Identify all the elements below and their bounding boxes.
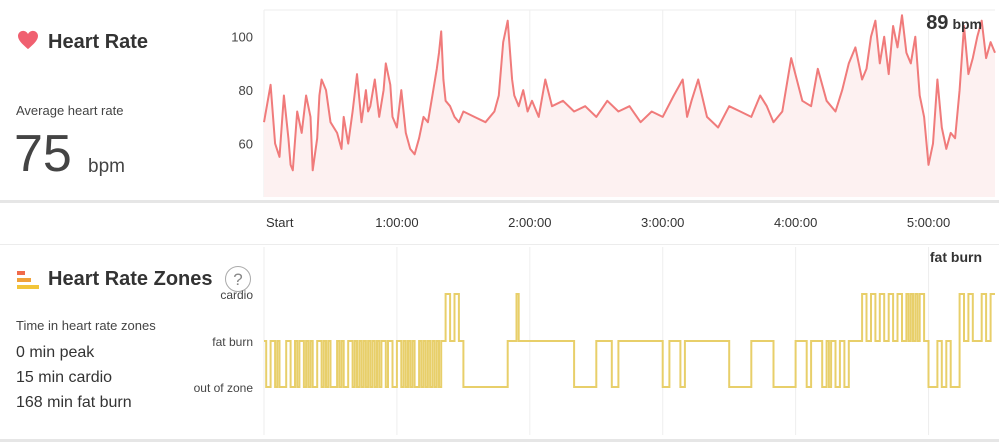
zone-stat-fat-burn: 168 min fat burn xyxy=(16,394,132,411)
current-heart-rate-value: 89 xyxy=(926,12,949,34)
help-icon[interactable]: ? xyxy=(225,266,251,292)
x-tick-label-1: 1:00:00 xyxy=(375,215,418,230)
heart-rate-zone-line xyxy=(264,293,995,388)
average-heart-rate-unit: bpm xyxy=(88,156,125,177)
zones-bars-icon xyxy=(17,271,39,289)
x-tick-label-2: 2:00:00 xyxy=(508,215,551,230)
y-tick-label-2: 100 xyxy=(231,30,253,45)
zones-subtitle: Time in heart rate zones xyxy=(16,318,156,333)
heart-rate-zones-chart: out of zone fat burn cardio xyxy=(194,247,995,435)
average-heart-rate-label: Average heart rate xyxy=(16,103,124,118)
heart-rate-chart: 60 80 100 xyxy=(231,9,996,197)
zone-level-label-2: cardio xyxy=(220,288,253,302)
heart-rate-panel: Heart Rate Average heart rate 75 bpm 60 8… xyxy=(0,0,999,203)
heart-rate-summary: Heart Rate Average heart rate 75 bpm xyxy=(0,0,264,200)
heart-rate-line xyxy=(263,14,996,172)
x-tick-label-4: 4:00:00 xyxy=(774,215,817,230)
heart-icon xyxy=(18,30,38,50)
heart-rate-area xyxy=(264,15,995,197)
y-tick-label-0: 60 xyxy=(239,137,253,152)
x-tick-label-5: 5:00:00 xyxy=(907,215,950,230)
heart-rate-title: Heart Rate xyxy=(48,31,149,53)
zone-stat-cardio: 15 min cardio xyxy=(16,369,113,386)
zone-level-label-1: fat burn xyxy=(212,335,253,349)
time-axis: Start 1:00:00 2:00:00 3:00:00 4:00:00 5:00:00 xyxy=(266,215,950,230)
current-zone: fat burn xyxy=(929,249,982,265)
heart-rate-zones-title: Heart Rate Zones xyxy=(48,268,213,290)
x-tick-label-3: 3:00:00 xyxy=(641,215,684,230)
current-heart-rate-unit: bpm xyxy=(952,16,982,32)
zone-level-label-0: out of zone xyxy=(194,381,254,395)
zone-stat-peak: 0 min peak xyxy=(16,344,95,361)
x-tick-label-0: Start xyxy=(266,215,294,230)
heart-rate-zones-panel: Heart Rate Zones ? Time in heart rate zo… xyxy=(0,244,999,442)
current-heart-rate: 89 bpm xyxy=(926,12,982,35)
average-heart-rate-value: 75 xyxy=(14,125,72,183)
zones-summary: Heart Rate Zones ? Time in heart rate zo… xyxy=(0,245,264,439)
y-tick-label-1: 80 xyxy=(239,83,253,98)
